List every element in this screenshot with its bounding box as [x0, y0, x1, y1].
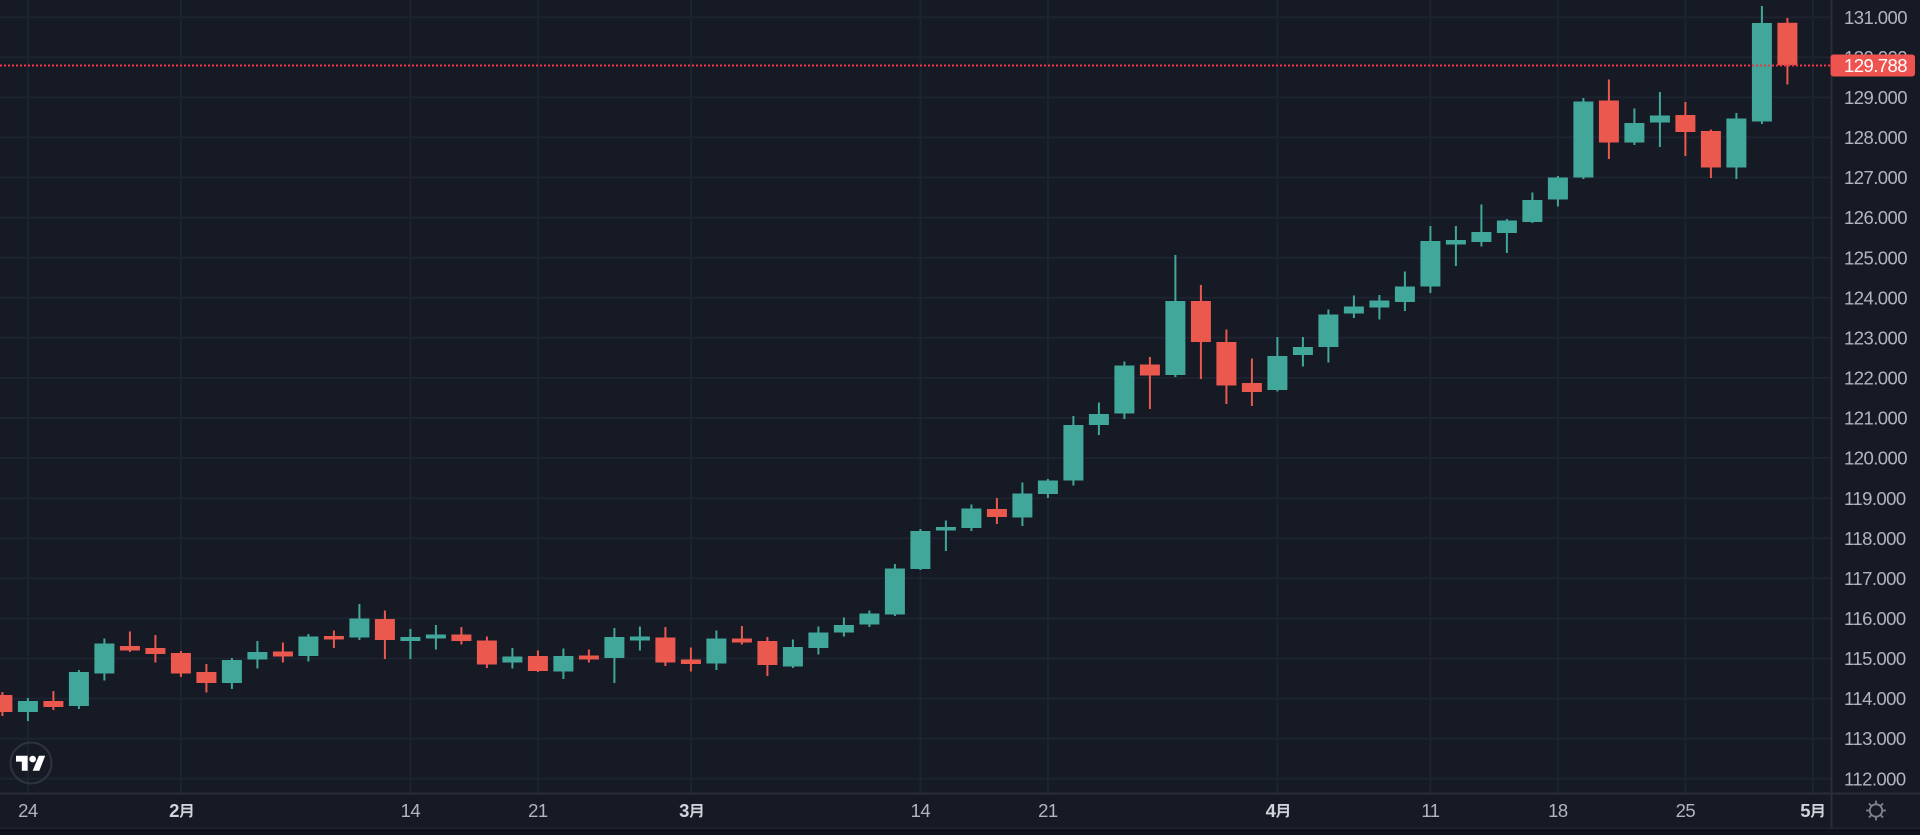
svg-text:127.000: 127.000 [1844, 167, 1907, 188]
svg-text:131.000: 131.000 [1844, 7, 1907, 28]
svg-text:123.000: 123.000 [1844, 327, 1907, 348]
svg-text:115.000: 115.000 [1844, 648, 1906, 669]
svg-text:116.000: 116.000 [1844, 608, 1906, 629]
svg-text:126.000: 126.000 [1844, 207, 1907, 228]
svg-text:129.000: 129.000 [1844, 87, 1907, 108]
svg-text:120.000: 120.000 [1844, 448, 1907, 469]
svg-text:5: 5 [1800, 800, 1810, 821]
svg-text:118.000: 118.000 [1844, 528, 1906, 549]
svg-text:14: 14 [911, 800, 931, 821]
svg-text:25: 25 [1676, 800, 1696, 821]
svg-text:124.000: 124.000 [1844, 287, 1907, 308]
svg-text:3: 3 [679, 800, 689, 821]
svg-text:112.000: 112.000 [1844, 768, 1906, 789]
svg-text:21: 21 [528, 800, 548, 821]
svg-text:24: 24 [18, 800, 38, 821]
svg-text:119.000: 119.000 [1844, 488, 1906, 509]
svg-text:113.000: 113.000 [1844, 728, 1906, 749]
svg-text:122.000: 122.000 [1844, 368, 1907, 389]
svg-text:114.000: 114.000 [1844, 688, 1906, 709]
svg-text:129.788: 129.788 [1844, 55, 1907, 76]
svg-text:125.000: 125.000 [1844, 247, 1907, 268]
svg-text:4: 4 [1266, 800, 1277, 821]
svg-text:2: 2 [169, 800, 179, 821]
svg-text:128.000: 128.000 [1844, 127, 1907, 148]
svg-text:117.000: 117.000 [1844, 568, 1906, 589]
svg-text:21: 21 [1038, 800, 1058, 821]
svg-text:121.000: 121.000 [1844, 408, 1907, 429]
svg-text:18: 18 [1548, 800, 1568, 821]
svg-text:14: 14 [401, 800, 421, 821]
svg-text:11: 11 [1421, 800, 1439, 821]
